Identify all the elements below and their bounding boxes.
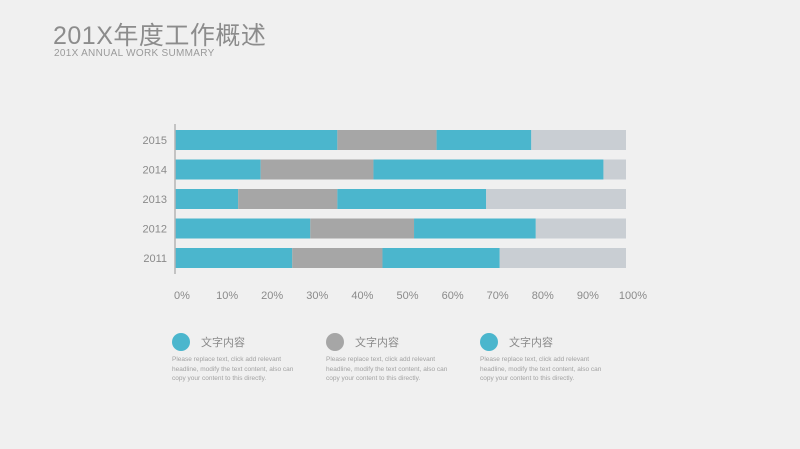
bar-segment bbox=[382, 248, 500, 268]
x-tick-label: 30% bbox=[306, 290, 328, 302]
legend-label: 文字内容 bbox=[355, 337, 399, 349]
x-tick-label: 50% bbox=[396, 290, 418, 302]
x-tick-label: 80% bbox=[532, 290, 554, 302]
x-tick-label: 40% bbox=[351, 290, 373, 302]
bar-segment bbox=[175, 218, 311, 239]
bar-segment bbox=[414, 218, 536, 239]
legend-description: Please replace text, click add relevant … bbox=[480, 356, 602, 382]
bar-segment bbox=[531, 130, 626, 150]
legend-label: 文字内容 bbox=[201, 337, 245, 349]
bar-segment bbox=[373, 159, 604, 180]
bar-segment bbox=[499, 248, 626, 268]
legend-description: Please replace text, click add relevant … bbox=[172, 356, 294, 382]
bar-segment bbox=[175, 159, 261, 180]
bar-segment bbox=[603, 159, 626, 180]
bar-segment bbox=[175, 130, 338, 150]
y-tick-label: 2011 bbox=[143, 253, 167, 265]
legend-dot-teal bbox=[172, 333, 190, 351]
bar-segment bbox=[175, 189, 239, 209]
bar-segment bbox=[337, 130, 437, 150]
bar-segment bbox=[337, 189, 487, 209]
y-tick-label: 2013 bbox=[143, 194, 167, 206]
legend-dot-gray bbox=[326, 333, 344, 351]
bar-segment bbox=[260, 159, 374, 180]
bar-segment bbox=[535, 218, 626, 239]
bar-segment bbox=[238, 189, 338, 209]
page-subtitle: 201X ANNUAL WORK SUMMARY bbox=[54, 48, 215, 59]
legend-dot-teal bbox=[480, 333, 498, 351]
bar-segment bbox=[310, 218, 415, 239]
x-tick-label: 70% bbox=[487, 290, 509, 302]
bar-segment bbox=[436, 130, 532, 150]
legend-label: 文字内容 bbox=[509, 337, 553, 349]
y-tick-label: 2015 bbox=[143, 135, 167, 147]
x-tick-label: 90% bbox=[577, 290, 599, 302]
x-tick-label: 0% bbox=[174, 290, 190, 302]
x-tick-label: 100% bbox=[619, 290, 647, 302]
page-title: 201X年度工作概述 bbox=[53, 22, 267, 50]
y-tick-label: 2012 bbox=[143, 224, 167, 236]
x-tick-label: 10% bbox=[216, 290, 238, 302]
y-tick-label: 2014 bbox=[143, 165, 167, 177]
bar-segment bbox=[486, 189, 626, 209]
x-tick-label: 20% bbox=[261, 290, 283, 302]
bar-segment bbox=[175, 248, 293, 268]
x-tick-label: 60% bbox=[442, 290, 464, 302]
bar-segment bbox=[292, 248, 383, 268]
legend-description: Please replace text, click add relevant … bbox=[326, 356, 448, 382]
